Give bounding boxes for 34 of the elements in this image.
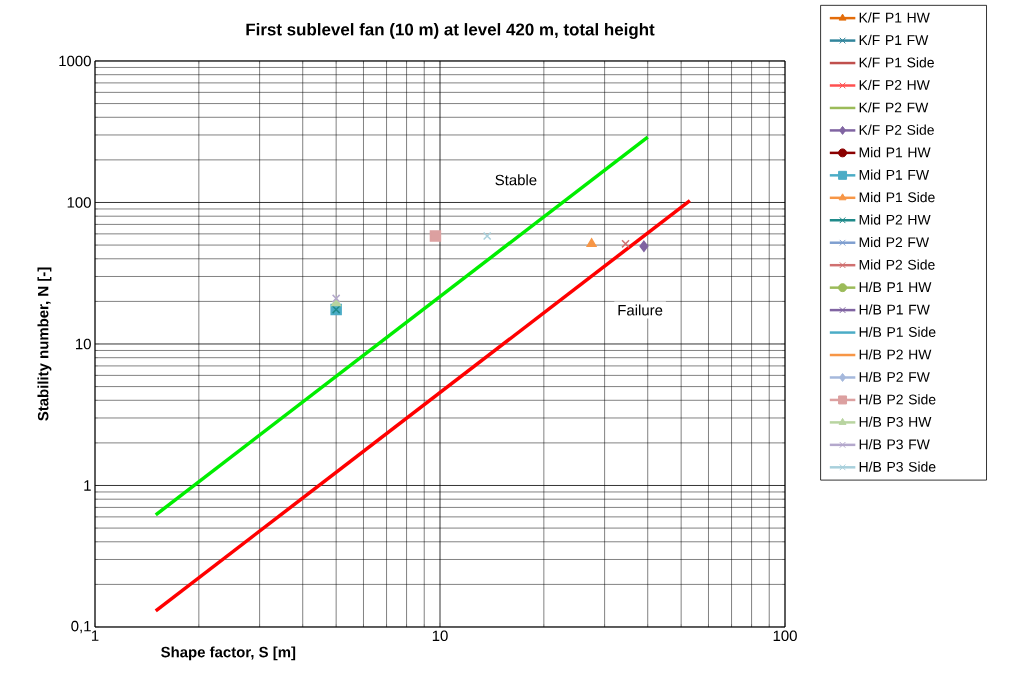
legend-label: H/B P2 HW <box>859 349 932 360</box>
legend-label: K/F P1 FW <box>859 34 929 46</box>
x-axis-title: Shape factor, S [m] <box>161 646 296 661</box>
legend-label: Mid P2 HW <box>859 214 931 225</box>
legend-label: Mid P1 FW <box>859 169 930 180</box>
legend-label: K/F P2 FW <box>859 102 929 113</box>
legend-label: Mid P2 Side <box>859 259 935 270</box>
legend-label: H/B P1 FW <box>859 304 930 315</box>
legend-label: H/B P1 HW <box>859 281 932 293</box>
x-tick-label: 1 <box>91 630 99 641</box>
y-tick-label: 10 <box>76 338 91 350</box>
legend-label: K/F P1 HW <box>859 12 930 23</box>
legend-label: H/B P3 HW <box>859 416 932 427</box>
legend-label: H/B P3 Side <box>859 461 936 472</box>
legend-label: H/B P1 Side <box>859 326 936 338</box>
legend-label: H/B P3 FW <box>859 439 930 450</box>
y-axis-title: Stability number, N [-] <box>37 267 52 421</box>
legend-label: K/F P1 Side <box>859 57 934 68</box>
legend-label: K/F P2 Side <box>859 124 934 135</box>
y-tick-label: 100 <box>67 197 91 208</box>
legend-label: Mid P2 FW <box>859 236 930 248</box>
y-tick-label: 1000 <box>59 55 91 67</box>
annotation: Stable <box>495 174 537 186</box>
legend-label: H/B P2 Side <box>859 394 936 405</box>
y-tick-label: 0,1 <box>71 620 91 634</box>
chart-title: First sublevel fan (10 m) at level 420 m, total height <box>246 23 655 39</box>
legend-label: Mid P1 Side <box>859 192 935 203</box>
legend-label: Mid P1 HW <box>859 147 931 158</box>
legend-label: H/B P2 FW <box>859 371 930 382</box>
x-tick-label: 10 <box>432 630 448 642</box>
annotation: Failure <box>618 304 663 316</box>
legend-label: K/F P2 HW <box>859 79 930 90</box>
y-tick-label: 1 <box>84 480 91 491</box>
x-tick-label: 100 <box>773 630 797 642</box>
